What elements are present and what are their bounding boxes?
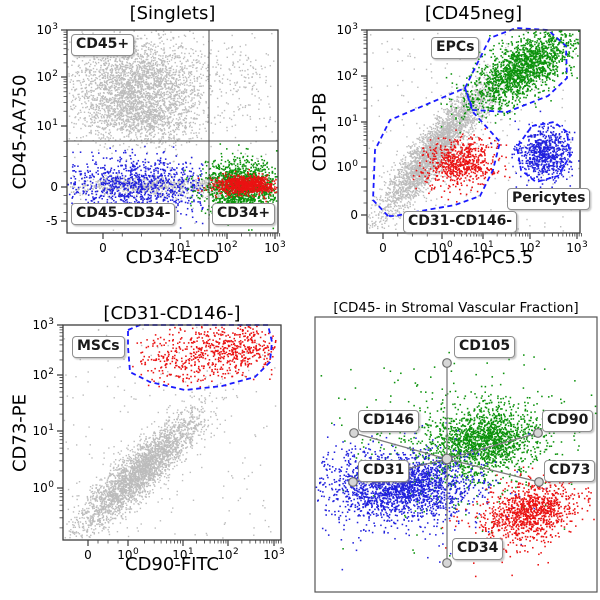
y-axis-label-cd31-pb: CD31-PB <box>309 91 331 172</box>
cd31-cd146-neg-scatter-canvas <box>0 300 300 600</box>
panel-title-svf-radviz: [CD45- in Stromal Vascular Fraction] <box>333 300 579 316</box>
singlets-scatter-canvas <box>0 0 300 300</box>
x-axis-label-cd90-fitc: CD90-FITC <box>125 554 219 575</box>
x-axis-label-cd146-pc55: CD146-PC5.5 <box>413 247 534 268</box>
panel-singlets: CD45+ CD45-CD34- CD34+ [Singlets] CD45-AA7… <box>0 0 300 300</box>
y-axis-label-cd73-pe: CD73-PE <box>9 393 31 472</box>
svf-radviz-canvas <box>300 300 600 600</box>
panel-cd45neg: EPCs Pericytes CD31-CD146- [CD45neg] CD31-… <box>300 0 600 300</box>
panel-title-cd31-cd146-neg: [CD31-CD146-] <box>103 303 241 324</box>
x-axis-label-cd34-ecd: CD34-ECD <box>125 247 220 268</box>
y-axis-label-cd45-aa750: CD45-AA750 <box>9 74 31 189</box>
panel-svf-radviz: CD105 CD90 CD73 CD34 CD31 CD146 [CD45- in Str… <box>300 300 600 600</box>
panel-title-singlets: [Singlets] <box>129 3 216 24</box>
panel-cd31-cd146-neg: MSCs [CD31-CD146-] CD73-PE CD90-FITC <box>0 300 300 600</box>
panel-title-cd45neg: [CD45neg] <box>424 3 523 24</box>
